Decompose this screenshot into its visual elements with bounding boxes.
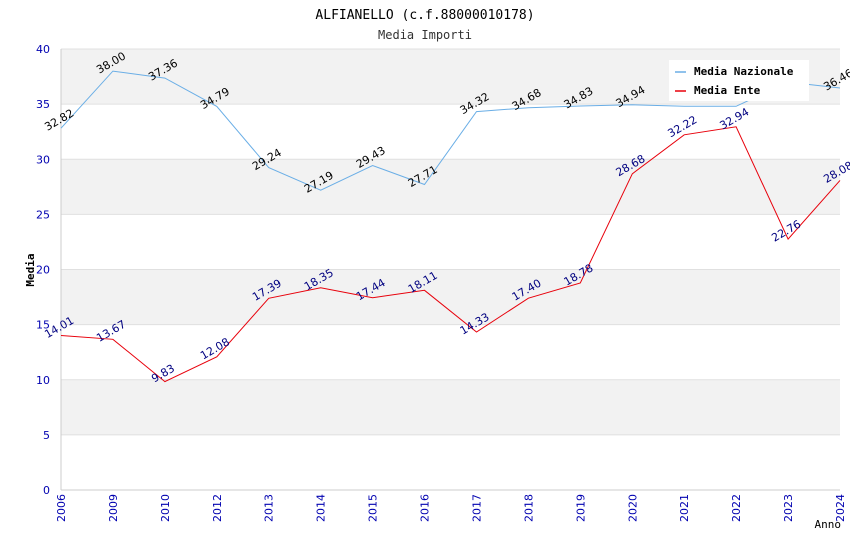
x-tick-label: 2022 [730,494,743,522]
x-tick-label: 2009 [107,494,120,522]
y-tick-label: 15 [36,319,50,332]
x-tick-label: 2021 [678,494,691,522]
x-tick-labels: 2006 2009 2010 2012 2013 2014 2015 2016 2017 2018… [55,494,847,522]
y-tick-label: 5 [43,429,50,442]
x-tick-label: 2023 [782,494,795,522]
x-tick-label: 2014 [315,494,328,522]
chart-subtitle: Media Importi [378,28,472,42]
y-tick-label: 35 [36,98,50,111]
y-tick-label: 40 [36,43,50,56]
y-tick-label: 0 [43,484,50,497]
x-tick-label: 2018 [522,494,535,522]
grid-band [61,434,840,490]
grid-bands [61,49,840,490]
x-tick-label: 2015 [367,494,380,522]
x-axis-label: Anno [815,518,842,531]
x-tick-label: 2010 [159,494,172,522]
x-tick-label: 2019 [574,494,587,522]
series-line-media-ente [60,126,841,383]
grid-band [61,379,840,435]
grid-band [61,324,840,380]
chart-title: ALFIANELLO (c.f.88000010178) [315,8,534,23]
legend-label-media-ente: Media Ente [694,84,761,97]
y-tick-label: 30 [36,153,50,166]
y-axis-label: Media [24,253,37,286]
legend-box [669,60,809,101]
series-group [60,70,841,383]
x-tick-label: 2012 [211,494,224,522]
x-tick-label: 2024 [834,494,847,522]
x-tick-label: 2017 [470,494,483,522]
grid-band [61,269,840,325]
y-tick-labels: 0 5 10 15 20 25 30 35 40 [36,43,50,497]
y-tick-label: 25 [36,208,50,221]
legend: Media Nazionale Media Ente [669,60,809,101]
legend-label-media-nazionale: Media Nazionale [694,65,794,78]
series-line-media-nazionale [60,70,841,191]
grid-band [61,104,840,160]
x-tick-label: 2006 [55,494,68,522]
grid-band [61,214,840,270]
x-tick-label: 2016 [419,494,432,522]
x-tick-label: 2020 [626,494,639,522]
x-tick-label: 2013 [263,494,276,522]
axes [60,49,840,491]
y-tick-label: 10 [36,374,50,387]
y-tick-label: 20 [36,264,50,277]
grid-band [61,159,840,215]
